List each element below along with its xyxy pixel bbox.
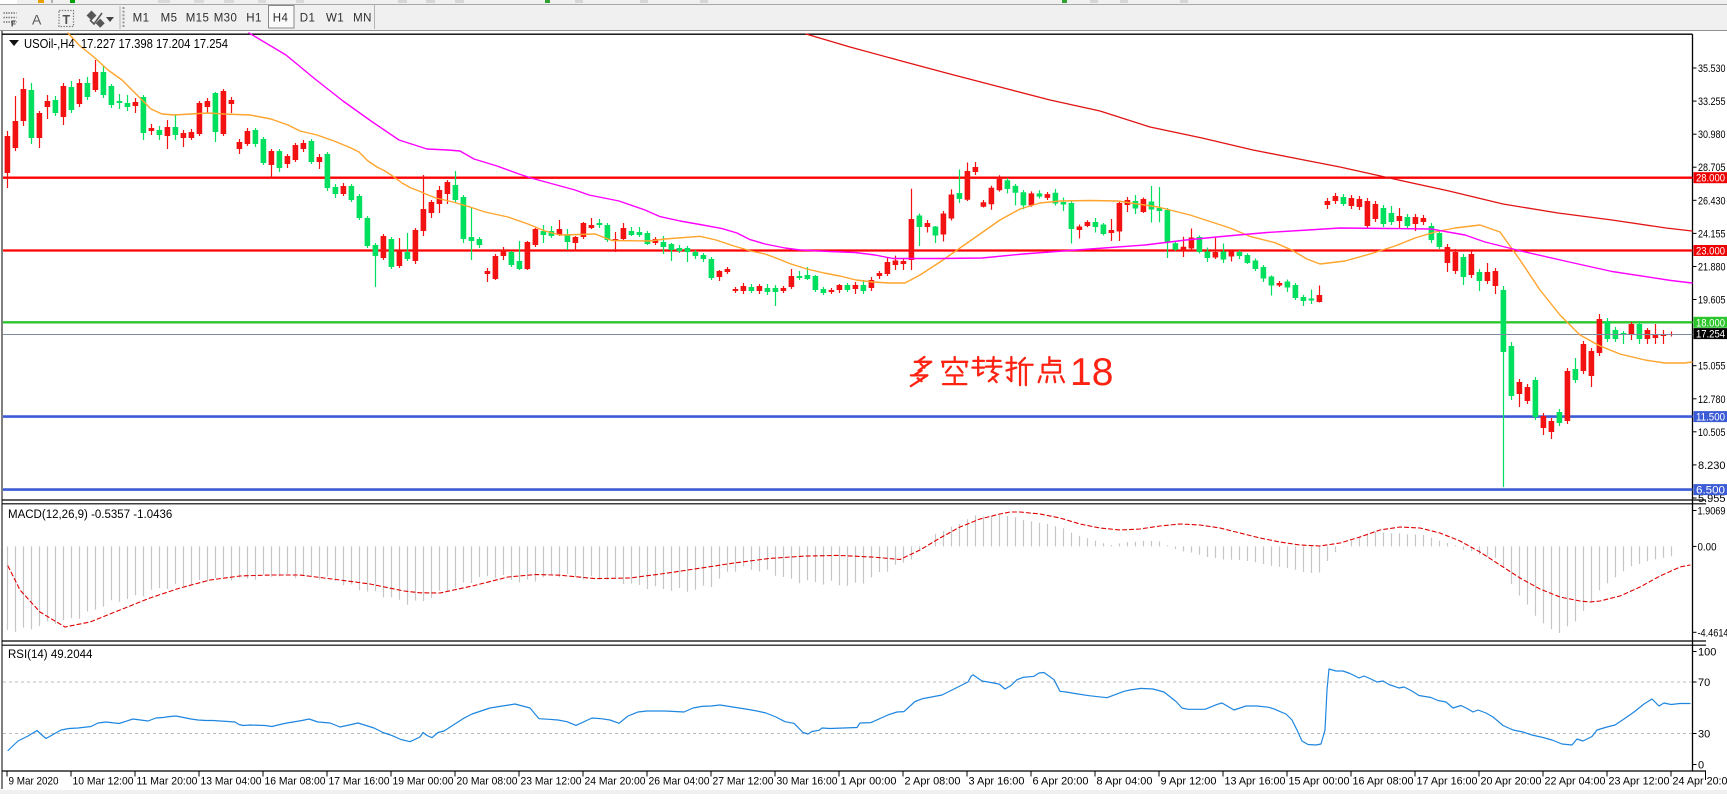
svg-text:H4: H4 [273, 13, 289, 25]
svg-text:12.780: 12.780 [1698, 394, 1726, 406]
svg-text:MACD(12,26,9) -0.5357 -1.0436: MACD(12,26,9) -0.5357 -1.0436 [8, 509, 172, 521]
svg-text:USOil-,H4 17.227 17.398 17.20: USOil-,H4 17.227 17.398 17.204 17.254 [24, 37, 228, 51]
svg-text:M1: M1 [133, 13, 150, 25]
svg-text:23 Apr 12:00: 23 Apr 12:00 [1609, 776, 1670, 788]
svg-text:M30: M30 [214, 13, 238, 25]
svg-text:MN: MN [353, 13, 372, 25]
svg-text:9 Mar 2020: 9 Mar 2020 [9, 776, 59, 788]
svg-text:1.9069: 1.9069 [1698, 506, 1726, 518]
svg-text:17.254: 17.254 [1696, 329, 1725, 341]
svg-text:A: A [32, 12, 42, 28]
svg-text:28.000: 28.000 [1696, 173, 1725, 185]
svg-text:18: 18 [1070, 351, 1113, 394]
svg-text:27 Mar 12:00: 27 Mar 12:00 [713, 776, 774, 788]
svg-text:30.980: 30.980 [1698, 129, 1726, 141]
svg-text:24 Apr 20:00: 24 Apr 20:00 [1673, 776, 1727, 788]
svg-text:6.500: 6.500 [1696, 485, 1725, 497]
svg-text:16 Mar 08:00: 16 Mar 08:00 [265, 776, 326, 788]
svg-text:RSI(14) 49.2044: RSI(14) 49.2044 [8, 649, 93, 661]
svg-text:10.505: 10.505 [1698, 427, 1726, 439]
svg-text:M5: M5 [161, 13, 178, 25]
svg-text:21.880: 21.880 [1698, 262, 1726, 274]
svg-text:26.430: 26.430 [1698, 195, 1726, 207]
svg-text:35.530: 35.530 [1698, 63, 1726, 75]
svg-text:16 Apr 08:00: 16 Apr 08:00 [1353, 776, 1414, 788]
svg-text:18.000: 18.000 [1696, 317, 1725, 329]
svg-text:0: 0 [1698, 760, 1704, 772]
svg-text:33.255: 33.255 [1698, 96, 1726, 108]
svg-text:F: F [11, 20, 16, 29]
svg-text:24 Mar 20:00: 24 Mar 20:00 [585, 776, 646, 788]
svg-text:20 Mar 08:00: 20 Mar 08:00 [457, 776, 518, 788]
svg-text:D1: D1 [300, 13, 316, 25]
svg-text:19 Mar 00:00: 19 Mar 00:00 [393, 776, 454, 788]
svg-text:9 Apr 12:00: 9 Apr 12:00 [1161, 776, 1217, 788]
svg-text:17 Apr 16:00: 17 Apr 16:00 [1417, 776, 1478, 788]
svg-text:6 Apr 20:00: 6 Apr 20:00 [1033, 776, 1089, 788]
svg-text:22 Apr 04:00: 22 Apr 04:00 [1545, 776, 1606, 788]
svg-text:15 Apr 00:00: 15 Apr 00:00 [1289, 776, 1350, 788]
svg-text:1 Apr 00:00: 1 Apr 00:00 [841, 776, 897, 788]
svg-text:2 Apr 08:00: 2 Apr 08:00 [905, 776, 961, 788]
svg-text:-4.4614: -4.4614 [1698, 627, 1727, 639]
svg-text:11 Mar 20:00: 11 Mar 20:00 [137, 776, 198, 788]
svg-text:19.605: 19.605 [1698, 295, 1726, 307]
svg-text:T: T [63, 13, 71, 27]
svg-text:H1: H1 [246, 13, 262, 25]
svg-text:0.00: 0.00 [1698, 541, 1717, 553]
svg-text:70: 70 [1698, 677, 1710, 689]
svg-text:8.230: 8.230 [1698, 460, 1726, 472]
svg-text:24.155: 24.155 [1698, 228, 1726, 240]
svg-text:13 Apr 16:00: 13 Apr 16:00 [1225, 776, 1286, 788]
svg-text:M15: M15 [186, 13, 210, 25]
svg-text:17 Mar 16:00: 17 Mar 16:00 [329, 776, 390, 788]
svg-text:8 Apr 04:00: 8 Apr 04:00 [1097, 776, 1153, 788]
svg-text:23.000: 23.000 [1696, 246, 1725, 258]
svg-text:100: 100 [1698, 647, 1716, 659]
svg-text:23 Mar 12:00: 23 Mar 12:00 [521, 776, 582, 788]
svg-text:W1: W1 [326, 13, 344, 25]
svg-text:10 Mar 12:00: 10 Mar 12:00 [73, 776, 134, 788]
svg-text:11.500: 11.500 [1696, 412, 1725, 424]
svg-text:20 Apr 20:00: 20 Apr 20:00 [1481, 776, 1542, 788]
svg-text:30: 30 [1698, 729, 1710, 741]
svg-text:30 Mar 16:00: 30 Mar 16:00 [777, 776, 838, 788]
svg-text:26 Mar 04:00: 26 Mar 04:00 [649, 776, 710, 788]
svg-text:15.055: 15.055 [1698, 361, 1726, 373]
svg-text:13 Mar 04:00: 13 Mar 04:00 [201, 776, 262, 788]
svg-text:3 Apr 16:00: 3 Apr 16:00 [969, 776, 1025, 788]
